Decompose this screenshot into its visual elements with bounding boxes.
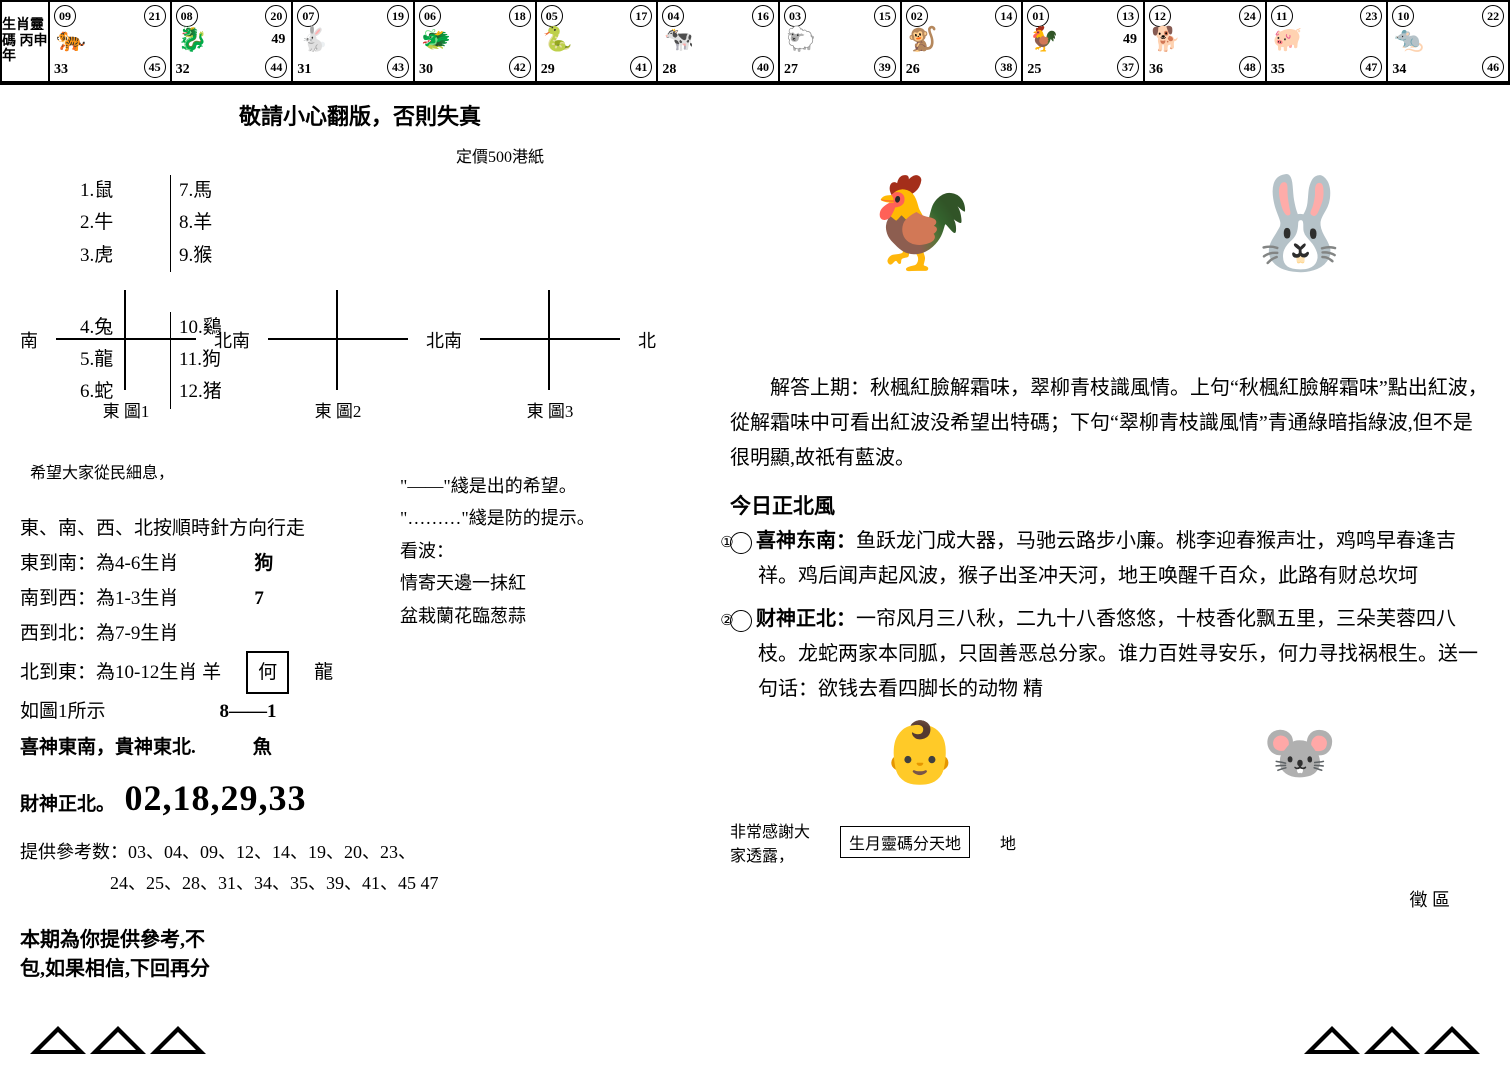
zodiac-strip: 生肖靈碼 丙申年 0921🐅33450820🐉4932440719🐇314306… [0, 0, 1510, 85]
zodiac-list-top: 1.鼠7.馬2.牛8.羊3.虎9.猴 [80, 175, 700, 272]
price: 定價500港紙 [300, 143, 700, 167]
child-icon-2: 🐭 [1263, 717, 1338, 788]
verses: ①喜神东南：鱼跃龙门成大器，马驰云路步小廉。桃李迎春猴声壮，鸡鸣早春逢吉祥。鸡后… [730, 524, 1490, 707]
art-rooster-rabbit: 🐓 🐰 [730, 93, 1490, 353]
hope-note: 希望大家從民細息， [30, 459, 700, 483]
verse2-title: 财神正北： [756, 608, 856, 630]
zodiac-cell: 0921🐅3345 [50, 0, 172, 83]
direction-guide: 東、南、西、北按順時針方向行走 東到南：為4-6生肖 狗 南到西：為1-3生肖 … [20, 511, 700, 832]
verse-num-1: ① [730, 532, 752, 554]
zodiac-cell: 0315🐑2739 [780, 0, 902, 83]
footer-note: 本期為你提供參考,不包,如果相信,下回再分 [20, 923, 700, 981]
zodiac-cell: 0820🐉493244 [172, 0, 294, 83]
box-text: 生月靈碼分天地 [840, 826, 970, 858]
verse2-body: 一帘风月三八秋，二九十八香悠悠，十枝香化飘五里，三朵芙蓉四八枝。龙蛇两家本同胍，… [758, 608, 1478, 700]
left-column: 敬請小心翻版，否則失真 定價500港紙 1.鼠7.馬2.牛8.羊3.虎9.猴 南… [20, 93, 700, 981]
answer-text: 解答上期：秋楓紅臉解霜味，翠柳青枝識風情。上句“秋楓紅臉解霜味”點出紅波，從解霜… [730, 371, 1490, 476]
rooster-icon: 🐓 [864, 171, 976, 276]
thanks-text: 非常感謝大 家透露， [730, 818, 810, 866]
zodiac-cell: 0416🐄2840 [658, 0, 780, 83]
ref-label: 提供參考数： [20, 842, 128, 862]
zodiac-cell: 0517🐍2941 [537, 0, 659, 83]
badge-text: 徵 區 [730, 886, 1450, 912]
zodiac-cell: 0113🐓492537 [1023, 0, 1145, 83]
verse1-body: 鱼跃龙门成大器，马驰云路步小廉。桃李迎春猴声壮，鸡鸣早春逢吉祥。鸡后闻声起风波，… [758, 530, 1456, 587]
mountain-decoration-right [1304, 1026, 1480, 1054]
right-column: 🐓 🐰 解答上期：秋楓紅臉解霜味，翠柳青枝識風情。上句“秋楓紅臉解霜味”點出紅波… [730, 93, 1490, 981]
child-icon-1: 👶 [883, 717, 958, 788]
zodiac-cell: 1022🐀3446 [1388, 0, 1510, 83]
zodiac-cell: 1123🐖3547 [1267, 0, 1389, 83]
zodiac-cell: 0719🐇3143 [293, 0, 415, 83]
today-wind: 今日正北風 [730, 490, 1490, 520]
mountain-decoration-left [30, 1026, 206, 1054]
verse1-title: 喜神东南： [756, 530, 856, 552]
zodiac-cell: 0618🐲3042 [415, 0, 537, 83]
reference-numbers: 提供參考数：03、04、09、12、14、19、20、23、 24、25、28、… [20, 837, 700, 898]
verse-num-2: ② [730, 610, 752, 632]
strip-label: 生肖靈碼 丙申年 [0, 0, 50, 83]
art-children: 👶 🐭 [730, 717, 1490, 788]
zodiac-cell: 0214🐒2638 [902, 0, 1024, 83]
di-text: 地 [1000, 830, 1016, 854]
zodiac-cell: 1224🐕3648 [1145, 0, 1267, 83]
bottom-right: 非常感謝大 家透露， 生月靈碼分天地 地 [730, 818, 1490, 866]
headline: 敬請小心翻版，否則失真 [20, 99, 700, 131]
rabbit-icon: 🐰 [1244, 171, 1356, 276]
compass-row: 南東 圖1北南東 圖2北南東 圖3北 [20, 280, 700, 400]
side-guide: "——"綫是出的希望。"………"綫是防的提示。看波：情寄天邊一抹紅盆栽蘭花臨葱蒜 [400, 470, 595, 632]
